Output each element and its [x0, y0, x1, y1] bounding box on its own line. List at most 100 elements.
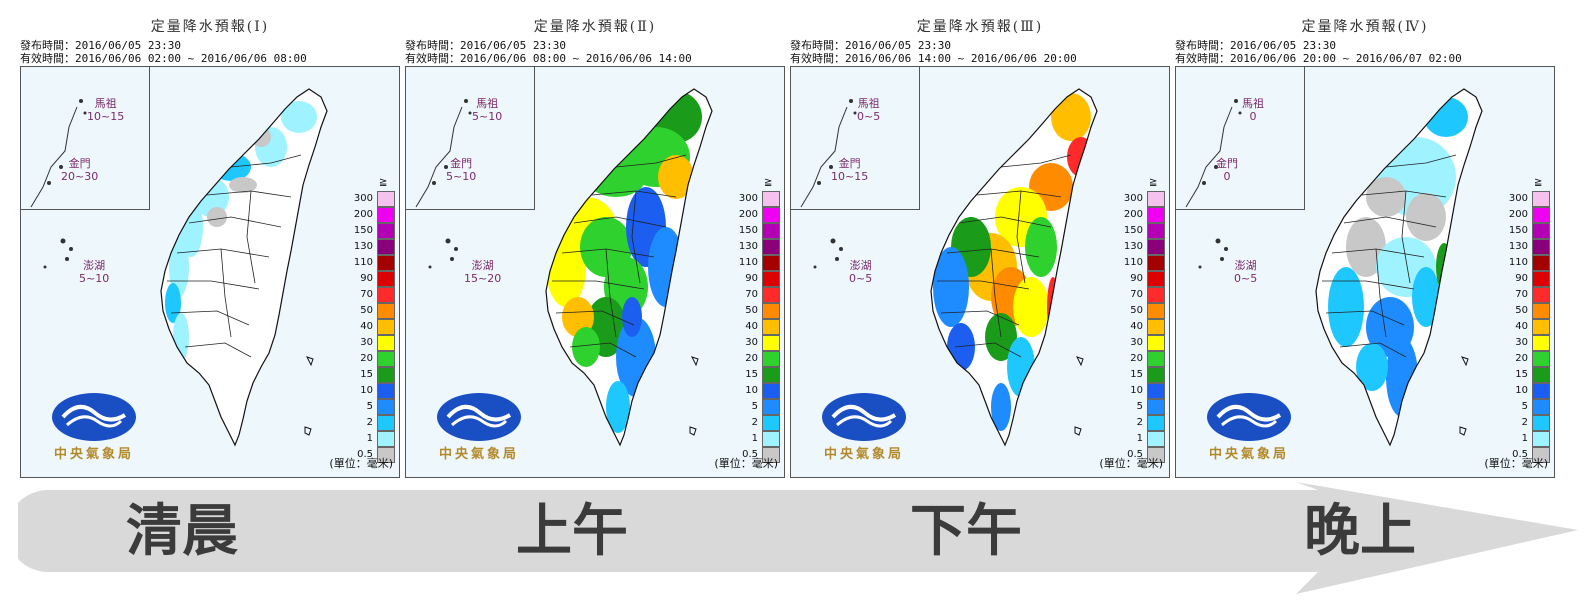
legend-level-label: 15 — [1130, 369, 1143, 380]
legend-row: 2 — [341, 415, 399, 431]
valid-time: 有效時間：2016/06/06 20:00 ~ 2016/06/07 02:00 — [1175, 52, 1462, 65]
matsu-label: 馬祖 0~5 — [857, 97, 880, 123]
legend-swatch — [377, 399, 395, 415]
penghu-islands — [813, 238, 843, 269]
map-area: 馬祖 5~10 金門 5~10 澎湖 15~20 ≧ 300 — [405, 66, 785, 478]
kinmen-value: 20~30 — [61, 170, 99, 183]
legend-swatch — [1147, 447, 1165, 463]
legend-row: 150 — [1111, 223, 1169, 239]
legend-swatch — [762, 287, 780, 303]
legend-level-label: 20 — [1515, 353, 1528, 364]
legend-swatch — [1147, 287, 1165, 303]
legend-level-label: 0.5 — [357, 449, 373, 460]
legend-row: 130 — [1111, 239, 1169, 255]
offshore-island — [689, 356, 699, 436]
legend-swatch — [762, 271, 780, 287]
legend-row: 0.5 — [1111, 447, 1169, 463]
county-border — [552, 280, 645, 290]
legend-swatch — [1147, 303, 1165, 319]
legend-row: 1 — [341, 431, 399, 447]
legend-row: 2 — [1111, 415, 1169, 431]
legend-swatch — [762, 223, 780, 239]
legend-row: 2 — [726, 415, 784, 431]
legend-level-label: 90 — [745, 273, 758, 284]
kinmen-name: 金門 — [838, 157, 861, 170]
legend-swatch — [762, 415, 780, 431]
legend-row: 40 — [726, 319, 784, 335]
inset-map: 馬祖 0~5 金門 10~15 — [791, 67, 920, 210]
legend-row: 70 — [1111, 287, 1169, 303]
legend-level-label: 150 — [353, 225, 373, 236]
legend-level-label: 10 — [1130, 385, 1143, 396]
legend-level-label: 130 — [738, 241, 758, 252]
legend-swatch — [1532, 431, 1550, 447]
county-border — [605, 248, 617, 338]
legend-row: 50 — [341, 303, 399, 319]
legend-row: 110 — [726, 255, 784, 271]
legend-level-label: 110 — [1508, 257, 1528, 268]
offshore-island — [1459, 356, 1469, 436]
unit-label: (單位：毫米) — [329, 457, 393, 470]
county-border — [937, 280, 1030, 290]
cwb-logo-mark — [437, 393, 521, 441]
legend-row: 5 — [341, 399, 399, 415]
matsu-label: 馬祖 5~10 — [472, 97, 502, 123]
legend-row: 150 — [1496, 223, 1554, 239]
legend-row: 300 — [341, 191, 399, 207]
legend-row: 0.5 — [341, 447, 399, 463]
unit-label: (單位：毫米) — [714, 457, 778, 470]
legend-level-label: 40 — [1515, 321, 1528, 332]
kinmen-label: 金門 5~10 — [446, 157, 476, 183]
legend-row: 0.5 — [726, 447, 784, 463]
legend-swatch — [1532, 399, 1550, 415]
legend-row: 130 — [1496, 239, 1554, 255]
penghu-label: 澎湖 0~5 — [849, 259, 872, 285]
legend-swatch — [762, 447, 780, 463]
county-border — [631, 190, 641, 284]
valid-time: 有效時間：2016/06/06 14:00 ~ 2016/06/06 20:00 — [790, 52, 1077, 65]
penghu-label: 澎湖 5~10 — [79, 259, 109, 285]
legend-row: 15 — [1111, 367, 1169, 383]
legend-row: 90 — [726, 271, 784, 287]
legend-title: ≧ — [379, 177, 388, 188]
legend-row: 1 — [1496, 431, 1554, 447]
legend-swatch — [377, 415, 395, 431]
county-border — [990, 248, 1002, 338]
kinmen-value: 10~15 — [831, 170, 869, 183]
legend-level-label: 40 — [1130, 321, 1143, 332]
legend-row: 20 — [1111, 351, 1169, 367]
legend-row: 110 — [1496, 255, 1554, 271]
rain-area — [1356, 343, 1388, 391]
panel-title: 定量降水預報(Ⅲ) — [916, 19, 1044, 35]
matsu-value: 0 — [1249, 110, 1257, 123]
legend-swatch — [377, 447, 395, 463]
county-border — [188, 216, 282, 228]
legend-level-label: 5 — [1136, 401, 1143, 412]
legend-row: 70 — [726, 287, 784, 303]
legend-level-label: 1 — [751, 433, 758, 444]
taiwan-outline — [545, 88, 713, 447]
legend-swatch — [762, 367, 780, 383]
legend-row: 40 — [1111, 319, 1169, 335]
rain-area — [1051, 93, 1091, 141]
legend-row: 10 — [726, 383, 784, 399]
legend-row: 200 — [341, 207, 399, 223]
inset-map: 馬祖 10~15 金門 20~30 — [21, 67, 150, 210]
rain-area — [281, 101, 317, 133]
matsu-name: 馬祖 — [857, 97, 880, 110]
legend-row: 200 — [1111, 207, 1169, 223]
legend-swatch — [1147, 191, 1165, 207]
legend-row: 200 — [1496, 207, 1554, 223]
legend-row: 50 — [1496, 303, 1554, 319]
county-border — [1343, 216, 1437, 228]
matsu-name: 馬祖 — [1242, 97, 1264, 110]
legend-swatch — [377, 431, 395, 447]
legend-swatch — [762, 431, 780, 447]
legend-swatch — [1147, 335, 1165, 351]
legend-level-label: 1 — [1136, 433, 1143, 444]
cwb-logo: 中央氣象局 — [819, 389, 909, 471]
rain-area — [572, 327, 600, 367]
legend-row: 150 — [341, 223, 399, 239]
forecast-panel-2: 定量降水預報(Ⅱ) 發布時間：2016/06/05 23:30 有效時間：201… — [405, 0, 785, 480]
penghu-value: 0~5 — [849, 272, 873, 285]
